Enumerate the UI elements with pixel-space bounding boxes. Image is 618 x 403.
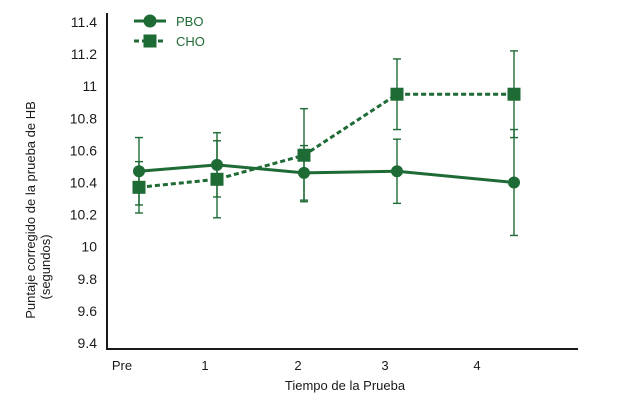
y-tick-label: 9.8 <box>78 271 98 287</box>
x-tick-label: 3 <box>381 358 388 373</box>
data-point-cho <box>507 87 521 101</box>
y-tick-label: 9.4 <box>78 335 98 351</box>
data-point-pbo <box>391 165 403 178</box>
y-tick-label: 9.6 <box>78 303 98 319</box>
x-axis-title: Tiempo de la Prueba <box>285 378 406 393</box>
y-tick-labels: 9.4 9.6 9.8 10 10.2 10.4 10.6 10.8 11 11.2 11.4 <box>70 14 97 351</box>
data-point-cho <box>132 180 146 194</box>
x-tick-label: 2 <box>294 358 301 373</box>
series-layer <box>132 50 521 237</box>
y-tick-label: 11.2 <box>71 46 97 62</box>
legend-cho-marker <box>143 34 157 48</box>
y-tick-label: 11.4 <box>71 14 97 30</box>
y-tick-label: 10.2 <box>70 207 97 223</box>
data-point-cho <box>210 172 224 186</box>
y-tick-label: 11 <box>82 78 97 94</box>
x-tick-label: Pre <box>112 358 132 373</box>
data-point-cho <box>390 87 404 101</box>
x-tick-label: 1 <box>201 358 208 373</box>
legend-pbo-marker <box>143 14 157 28</box>
legend: PBO CHO <box>134 14 205 49</box>
y-tick-label: 10 <box>81 239 97 255</box>
legend-pbo-label: PBO <box>176 14 203 29</box>
legend-cho-label: CHO <box>176 34 205 49</box>
y-tick-label: 10.6 <box>70 142 97 158</box>
data-point-pbo <box>508 176 520 189</box>
y-tick-label: 10.4 <box>70 175 97 191</box>
x-tick-labels: Pre 1 2 3 4 <box>112 358 481 373</box>
series-cho <box>132 50 521 219</box>
data-point-cho <box>297 148 311 162</box>
y-tick-label: 10.8 <box>70 110 97 126</box>
axes <box>106 13 578 350</box>
y-axis-title: Puntaje corregido de la prueba de HB (se… <box>23 101 53 319</box>
series-line-pbo <box>138 163 515 184</box>
y-axis-title-line-2: (segundos) <box>38 234 53 299</box>
x-tick-label: 4 <box>473 358 480 373</box>
y-axis-title-line-1: Puntaje corregido de la prueba de HB <box>23 101 38 319</box>
